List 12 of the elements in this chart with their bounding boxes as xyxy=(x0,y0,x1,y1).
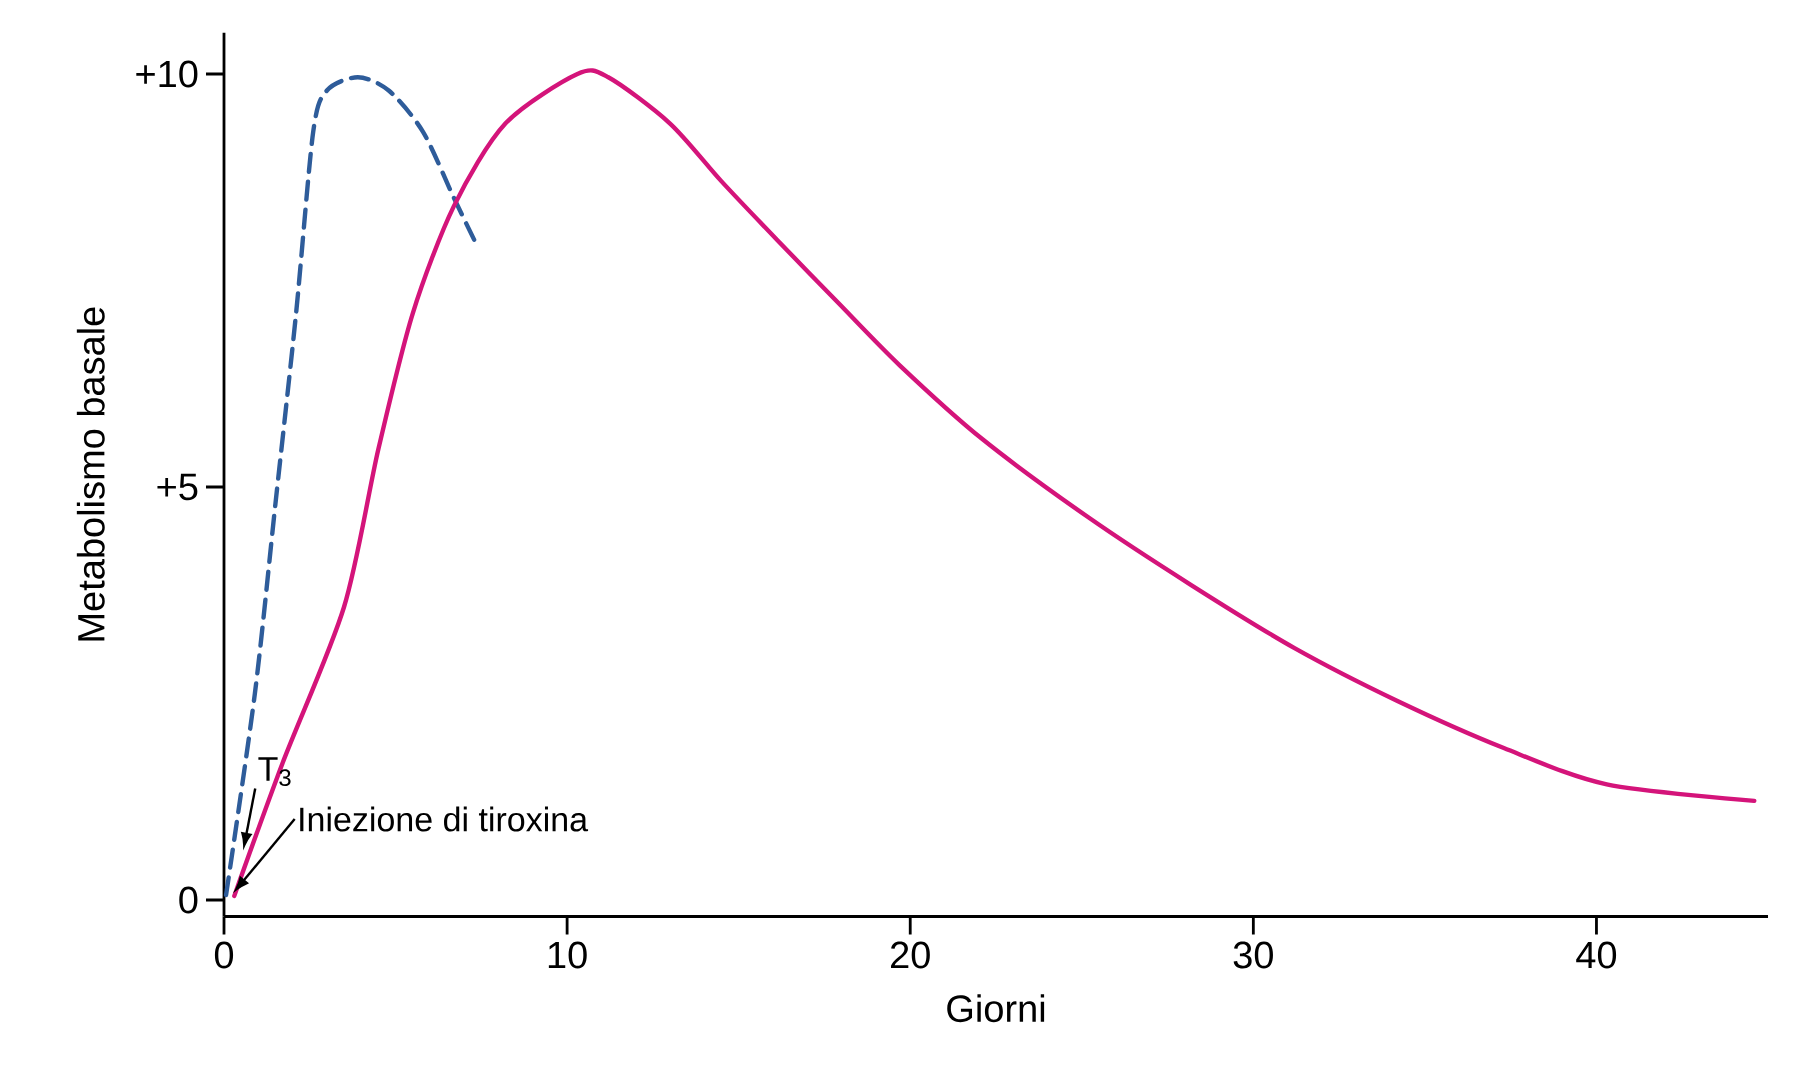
y-tick-label: +10 xyxy=(136,60,198,88)
y-tick-label: +5 xyxy=(157,473,198,501)
annotation: T$_{3}$ xyxy=(258,757,291,787)
x-axis-title: Giorni xyxy=(947,994,1045,1023)
x-tick-label: 10 xyxy=(548,941,587,969)
annotation: Iniezione di tiroxina xyxy=(300,806,589,832)
x-tick-label: 0 xyxy=(214,941,234,969)
y-tick-label: 0 xyxy=(179,886,198,914)
x-tick-label: 40 xyxy=(1576,941,1617,969)
x-tick-label: 30 xyxy=(1233,941,1273,969)
y-axis-title: Metabolismo basale xyxy=(76,307,105,641)
x-tick-label: 20 xyxy=(891,941,930,969)
